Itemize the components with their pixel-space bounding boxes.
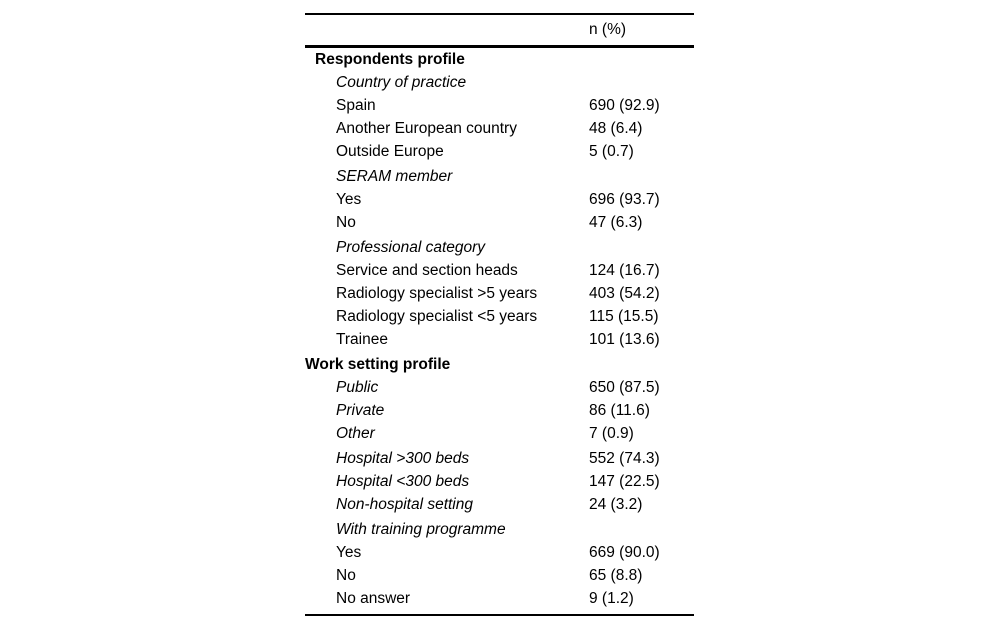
table-row: Other 7 (0.9) <box>305 422 694 445</box>
row-value: 9 (1.2) <box>589 590 634 607</box>
row-label: Radiology specialist >5 years <box>336 285 538 302</box>
row-label: Other <box>336 425 375 442</box>
row-value: 86 (11.6) <box>589 402 650 419</box>
row-label: Yes <box>336 191 362 208</box>
row-label: Trainee <box>336 331 388 348</box>
respondents-profile-table: n (%) Respondents profile Country of pra… <box>305 13 694 616</box>
row-label: Spain <box>336 97 376 114</box>
table-row: Professional category <box>305 236 694 259</box>
row-label: Work setting profile <box>305 356 451 373</box>
row-value: 124 (16.7) <box>589 262 660 279</box>
value-column-header: n (%) <box>589 21 627 38</box>
row-value: 147 (22.5) <box>589 473 660 490</box>
table-row: Outside Europe 5 (0.7) <box>305 140 694 163</box>
table-row: Public 650 (87.5) <box>305 376 694 399</box>
row-value: 115 (15.5) <box>589 308 659 325</box>
row-label: Another European country <box>336 120 517 137</box>
row-label: No <box>336 567 356 584</box>
row-value: 669 (90.0) <box>589 544 660 561</box>
row-label: Public <box>336 379 379 396</box>
row-label: Yes <box>336 544 362 561</box>
table-row: With training programme <box>305 518 694 541</box>
row-value: 650 (87.5) <box>589 379 660 396</box>
table-top-rule <box>305 13 694 15</box>
row-value: 7 (0.9) <box>589 425 634 442</box>
row-label: No answer <box>336 590 411 607</box>
row-value: 24 (3.2) <box>589 496 643 513</box>
table-row: Radiology specialist <5 years 115 (15.5) <box>305 305 694 328</box>
table-header-rule <box>305 45 694 48</box>
row-value: 47 (6.3) <box>589 214 643 231</box>
row-label: Non-hospital setting <box>336 496 473 513</box>
table-row: Hospital <300 beds 147 (22.5) <box>305 470 694 493</box>
row-label: Outside Europe <box>336 143 444 160</box>
table-row: Non-hospital setting 24 (3.2) <box>305 493 694 516</box>
row-label: SERAM member <box>336 168 453 185</box>
table-row: Spain 690 (92.9) <box>305 94 694 117</box>
row-label: Radiology specialist <5 years <box>336 308 538 325</box>
table-row: SERAM member <box>305 165 694 188</box>
row-label: Hospital <300 beds <box>336 473 470 490</box>
row-value: 48 (6.4) <box>589 120 643 137</box>
table-row: Yes 696 (93.7) <box>305 188 694 211</box>
row-label: With training programme <box>336 521 506 538</box>
row-value: 696 (93.7) <box>589 191 660 208</box>
row-label: Service and section heads <box>336 262 518 279</box>
table-row: Respondents profile <box>305 48 694 71</box>
table-row: Work setting profile <box>305 353 694 376</box>
table-row: Country of practice <box>305 71 694 94</box>
table-row: Hospital >300 beds 552 (74.3) <box>305 447 694 470</box>
row-label: Hospital >300 beds <box>336 450 470 467</box>
row-value: 403 (54.2) <box>589 285 660 302</box>
table-row: No answer 9 (1.2) <box>305 587 694 610</box>
table-row: Private 86 (11.6) <box>305 399 694 422</box>
row-value: 65 (8.8) <box>589 567 643 584</box>
table-row: Yes 669 (90.0) <box>305 541 694 564</box>
row-value: 552 (74.3) <box>589 450 660 467</box>
table-bottom-rule <box>305 614 694 616</box>
row-label: Private <box>336 402 385 419</box>
row-label: Country of practice <box>336 74 467 91</box>
row-value: 5 (0.7) <box>589 143 634 160</box>
table-row: Trainee 101 (13.6) <box>305 328 694 351</box>
row-label: Professional category <box>336 239 486 256</box>
table-body: Respondents profile Country of practice … <box>305 48 694 610</box>
table-header-row: n (%) <box>305 15 694 45</box>
row-value: 101 (13.6) <box>589 331 660 348</box>
row-label: No <box>336 214 356 231</box>
table-row: Another European country 48 (6.4) <box>305 117 694 140</box>
row-value: 690 (92.9) <box>589 97 660 114</box>
table-row: No 47 (6.3) <box>305 211 694 234</box>
table-row: Radiology specialist >5 years 403 (54.2) <box>305 282 694 305</box>
table-row: No 65 (8.8) <box>305 564 694 587</box>
table-row: Service and section heads 124 (16.7) <box>305 259 694 282</box>
row-label: Respondents profile <box>315 51 465 68</box>
